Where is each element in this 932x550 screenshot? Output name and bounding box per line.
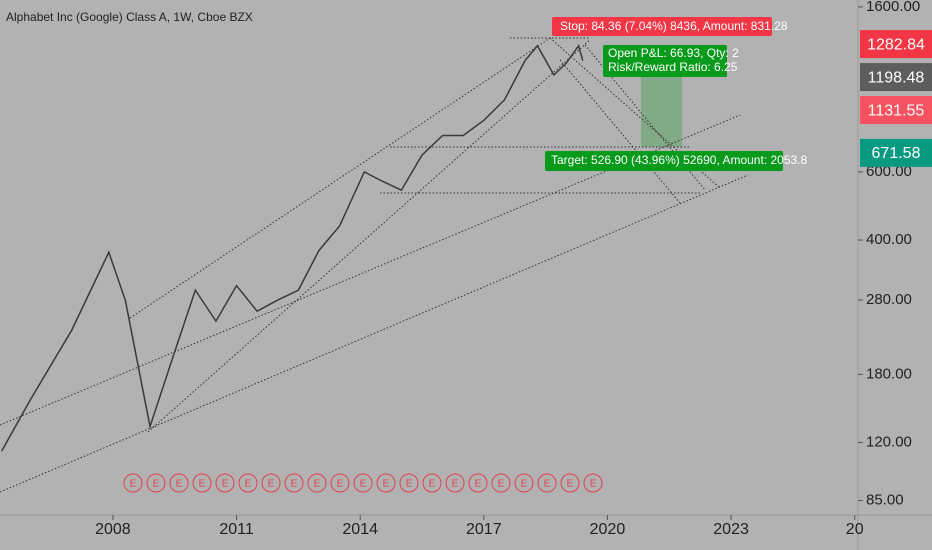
y-tick-label: 280.00 <box>866 291 912 308</box>
earnings-marker <box>583 473 603 493</box>
earnings-label: E <box>452 479 459 490</box>
earnings-marker <box>422 473 442 493</box>
price-label-box <box>860 63 932 92</box>
earnings-label: E <box>176 479 183 490</box>
earnings-marker <box>215 473 235 493</box>
x-tick-label: 2011 <box>219 521 254 538</box>
stop-label: Stop: 84.36 (7.04%) 8436, Amount: 831.28 <box>560 19 788 33</box>
earnings-label: E <box>337 479 344 490</box>
earnings-marker <box>330 473 350 493</box>
earnings-marker <box>146 473 166 493</box>
target-label: Target: 526.90 (43.96%) 52690, Amount: 2… <box>551 153 808 167</box>
y-tick-label: 180.00 <box>866 365 912 382</box>
rr-label: Risk/Reward Ratio: 6.25 <box>608 60 738 74</box>
earnings-marker <box>560 473 580 493</box>
earnings-label: E <box>567 479 574 490</box>
price-label: 1131.55 <box>868 102 925 119</box>
y-tick-label: 85.00 <box>866 492 904 509</box>
y-tick-label: 120.00 <box>866 434 912 451</box>
x-tick-label: 2023 <box>713 521 749 538</box>
x-tick-label: 2014 <box>342 521 378 538</box>
earnings-label: E <box>222 479 229 490</box>
pnl-box <box>603 45 727 77</box>
earnings-label: E <box>245 479 252 490</box>
earnings-marker <box>261 473 281 493</box>
earnings-label: E <box>291 479 298 490</box>
earnings-label: E <box>360 479 367 490</box>
earnings-label: E <box>429 479 436 490</box>
earnings-marker <box>353 473 373 493</box>
earnings-label: E <box>153 479 160 490</box>
earnings-label: E <box>590 479 597 490</box>
earnings-marker <box>399 473 419 493</box>
target-zone <box>641 73 682 147</box>
earnings-marker <box>514 473 534 493</box>
earnings-marker <box>169 473 189 493</box>
earnings-label: E <box>383 479 390 490</box>
earnings-marker <box>307 473 327 493</box>
stop-box <box>552 17 772 36</box>
y-tick-label: 600.00 <box>866 163 912 180</box>
earnings-marker <box>376 473 396 493</box>
y-tick-label: 1600.00 <box>866 0 920 15</box>
chart-title: Alphabet Inc (Google) Class A, 1W, Cboe … <box>6 10 253 24</box>
earnings-marker <box>468 473 488 493</box>
earnings-label: E <box>475 479 482 490</box>
earnings-label: E <box>498 479 505 490</box>
earnings-marker <box>123 473 143 493</box>
pnl-label: Open P&L: 66.93, Qty: 2 <box>608 46 739 60</box>
earnings-marker <box>284 473 304 493</box>
target-box <box>545 151 783 171</box>
earnings-marker <box>192 473 212 493</box>
earnings-marker <box>491 473 511 493</box>
earnings-marker <box>238 473 258 493</box>
earnings-label: E <box>130 479 137 490</box>
x-tick-label: 2017 <box>466 521 502 538</box>
price-line <box>0 44 584 452</box>
y-tick-label: 400.00 <box>866 231 912 248</box>
price-label-box <box>860 138 932 167</box>
price-label: 671.58 <box>872 145 921 162</box>
x-tick-label: 2020 <box>590 521 626 538</box>
earnings-marker <box>445 473 465 493</box>
price-label: 1198.48 <box>868 69 925 86</box>
trend-lines <box>0 37 749 493</box>
earnings-label: E <box>521 479 528 490</box>
x-tick-label: 20 <box>846 521 864 538</box>
price-label-box <box>860 96 932 125</box>
price-label: 1282.84 <box>867 36 925 53</box>
x-tick-label: 2008 <box>95 521 131 538</box>
earnings-marker <box>537 473 557 493</box>
earnings-label: E <box>314 479 321 490</box>
price-label-box <box>860 30 932 59</box>
earnings-label: E <box>199 479 206 490</box>
earnings-label: E <box>268 479 275 490</box>
earnings-label: E <box>406 479 413 490</box>
earnings-label: E <box>544 479 551 490</box>
